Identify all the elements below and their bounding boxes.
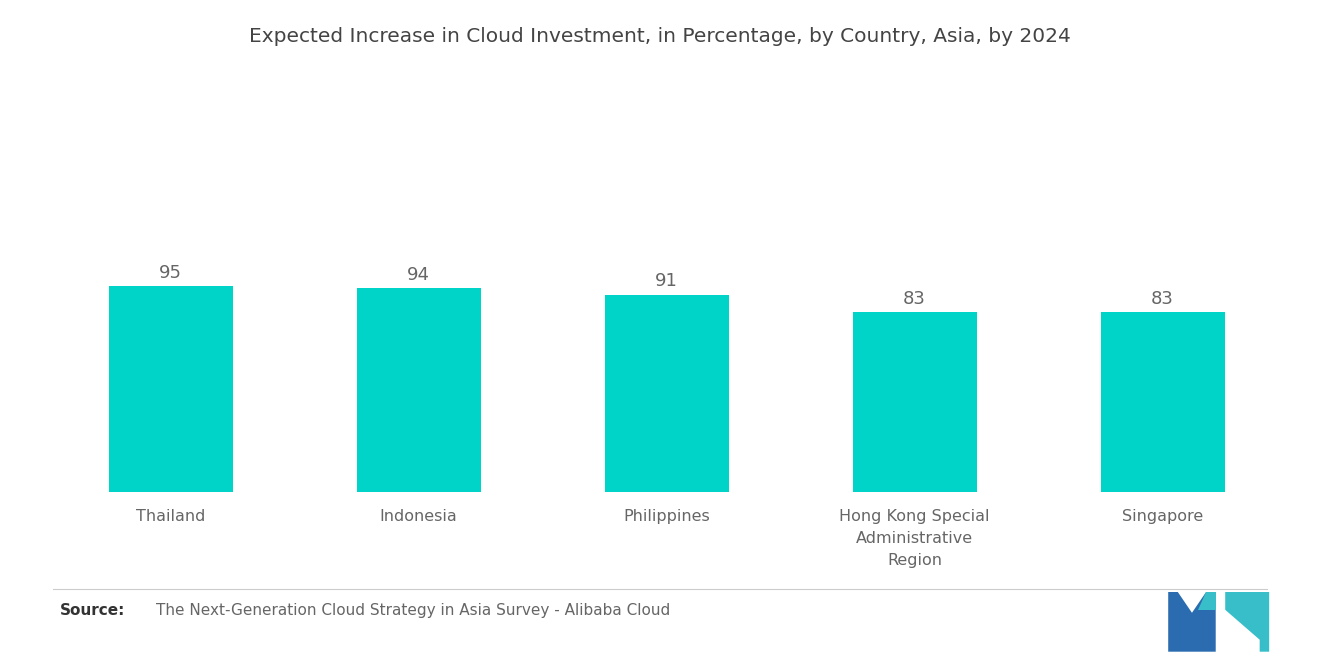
Text: 95: 95 bbox=[160, 263, 182, 281]
Bar bbox=[1101, 312, 1225, 492]
Text: Source:: Source: bbox=[59, 603, 125, 618]
Text: 83: 83 bbox=[1151, 290, 1173, 308]
Text: 83: 83 bbox=[903, 290, 927, 308]
Text: Expected Increase in Cloud Investment, in Percentage, by Country, Asia, by 2024: Expected Increase in Cloud Investment, i… bbox=[249, 27, 1071, 46]
Bar bbox=[853, 312, 977, 492]
Text: The Next-Generation Cloud Strategy in Asia Survey - Alibaba Cloud: The Next-Generation Cloud Strategy in As… bbox=[156, 603, 671, 618]
Bar bbox=[108, 286, 232, 492]
Text: 91: 91 bbox=[655, 272, 678, 291]
Bar bbox=[605, 295, 729, 492]
Polygon shape bbox=[1225, 592, 1270, 652]
Polygon shape bbox=[1168, 592, 1216, 652]
Polygon shape bbox=[1199, 592, 1216, 610]
Text: 94: 94 bbox=[407, 266, 430, 284]
Bar bbox=[356, 288, 480, 492]
